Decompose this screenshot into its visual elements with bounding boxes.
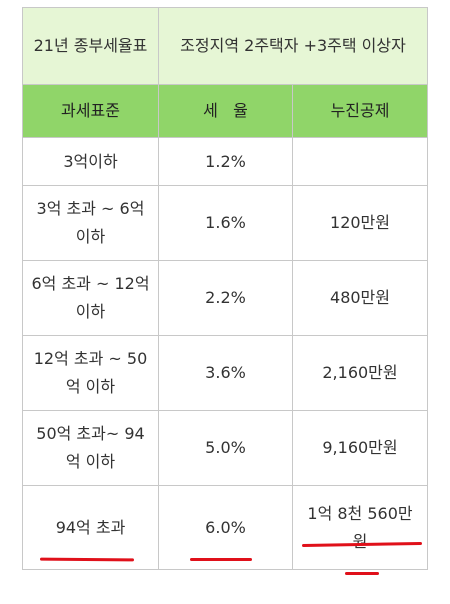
cell-tax-base: 94억 초과 <box>22 485 159 570</box>
table-row: 3억 초과 ~ 6억 이하 1.6% 120만원 <box>22 185 429 261</box>
cell-tax-base: 6억 초과 ~ 12억 이하 <box>22 260 159 336</box>
table-row: 3억이하 1.2% <box>22 137 429 186</box>
cell-deduction: 120만원 <box>291 185 429 261</box>
tax-rate-table-container: 21년 종부세율표 조정지역 2주택자 +3주택 이상자 과세표준 세 율 누진… <box>22 7 429 570</box>
cell-tax-base: 3억 초과 ~ 6억 이하 <box>22 185 159 261</box>
cell-tax-rate: 1.6% <box>158 185 293 261</box>
cell-tax-base: 12억 초과 ~ 50억 이하 <box>22 335 159 411</box>
header-row: 과세표준 세 율 누진공제 <box>22 84 429 138</box>
header-deduction: 누진공제 <box>291 84 429 138</box>
table-row-highlighted: 94억 초과 6.0% 1억 8천 560만원 <box>22 485 429 570</box>
title-row: 21년 종부세율표 조정지역 2주택자 +3주택 이상자 <box>22 7 429 85</box>
cell-tax-rate: 1.2% <box>158 137 293 186</box>
header-tax-base: 과세표준 <box>22 84 159 138</box>
cell-tax-rate: 6.0% <box>158 485 293 570</box>
cell-deduction: 480만원 <box>291 260 429 336</box>
cell-tax-rate: 3.6% <box>158 335 293 411</box>
table-row: 50억 초과~ 94억 이하 5.0% 9,160만원 <box>22 410 429 486</box>
cell-tax-base: 3억이하 <box>22 137 159 186</box>
cell-deduction: 1억 8천 560만원 <box>291 485 429 570</box>
cell-tax-base: 50억 초과~ 94억 이하 <box>22 410 159 486</box>
cell-tax-rate: 5.0% <box>158 410 293 486</box>
table-row: 6억 초과 ~ 12억 이하 2.2% 480만원 <box>22 260 429 336</box>
highlight-underline-deduction-2 <box>345 572 379 575</box>
table-row: 12억 초과 ~ 50억 이하 3.6% 2,160만원 <box>22 335 429 411</box>
table-title-cell: 21년 종부세율표 <box>22 7 159 85</box>
header-tax-rate: 세 율 <box>158 84 293 138</box>
cell-deduction <box>291 137 429 186</box>
tax-rate-table: 21년 종부세율표 조정지역 2주택자 +3주택 이상자 과세표준 세 율 누진… <box>22 7 429 570</box>
cell-deduction: 2,160만원 <box>291 335 429 411</box>
table-subtitle-cell: 조정지역 2주택자 +3주택 이상자 <box>157 7 429 85</box>
cell-tax-rate: 2.2% <box>158 260 293 336</box>
highlight-underline-rate <box>190 558 252 561</box>
cell-deduction: 9,160만원 <box>291 410 429 486</box>
